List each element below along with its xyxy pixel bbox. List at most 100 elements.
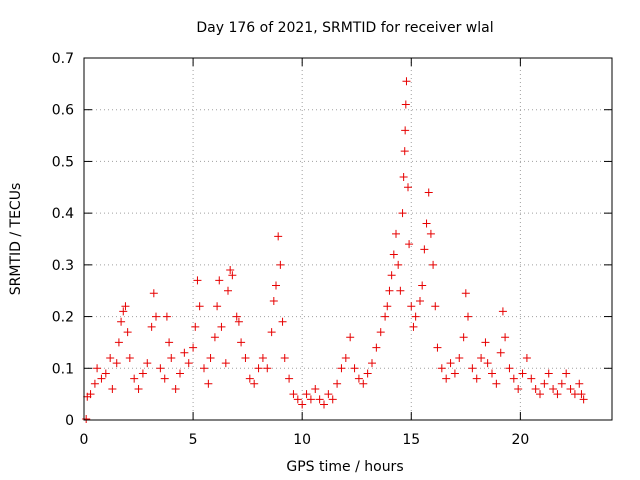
data-point [505, 364, 514, 373]
data-point [392, 229, 400, 238]
data-point [549, 384, 558, 393]
data-point [293, 395, 302, 404]
data-point [147, 322, 156, 331]
data-point [333, 379, 342, 388]
data-point [245, 374, 254, 383]
data-point [401, 126, 410, 135]
data-point [527, 374, 536, 383]
data-point [167, 353, 176, 362]
data-point [189, 343, 198, 352]
data-point [195, 302, 204, 311]
data-point [522, 353, 531, 362]
data-point [320, 400, 328, 409]
data-point [228, 271, 237, 280]
data-point [381, 312, 390, 321]
data-point [346, 333, 355, 342]
data-point [121, 302, 130, 311]
data-point [409, 322, 418, 331]
data-point [234, 317, 243, 326]
data-point [165, 338, 174, 347]
data-point [254, 364, 263, 373]
data-point [350, 364, 359, 373]
data-point [193, 276, 202, 285]
data-point [498, 307, 507, 316]
data-point [464, 312, 472, 321]
data-point [119, 307, 128, 316]
y-tick-label: 0.2 [52, 310, 74, 326]
data-point [162, 312, 171, 321]
data-point [540, 379, 549, 388]
data-point [437, 364, 446, 373]
chart-title: Day 176 of 2021, SRMTID for receiver wla… [196, 20, 493, 36]
data-point [544, 369, 553, 378]
data-point [106, 353, 115, 362]
data-point [461, 289, 470, 298]
data-point [298, 400, 307, 409]
y-tick-label: 0.4 [52, 206, 74, 222]
x-tick-label: 20 [511, 432, 529, 448]
data-point [501, 333, 510, 342]
data-point [488, 369, 496, 378]
data-point [258, 353, 267, 362]
data-point [575, 379, 584, 388]
data-point [420, 245, 429, 254]
grid-lines [84, 58, 612, 420]
data-point [263, 364, 272, 373]
data-point [130, 374, 139, 383]
data-point [531, 384, 540, 393]
data-point [176, 369, 184, 378]
data-point [401, 100, 410, 109]
data-point [210, 333, 219, 342]
data-point [274, 232, 283, 241]
data-point [426, 229, 435, 238]
y-axis-label: SRMTID / TECUs [8, 183, 24, 296]
data-point [492, 379, 501, 388]
data-point [418, 281, 427, 290]
data-point [215, 276, 224, 285]
data-point [328, 395, 337, 404]
data-point [387, 271, 396, 280]
x-axis-label: GPS time / hours [286, 459, 403, 475]
data-point [160, 374, 169, 383]
y-tick-label: 0.7 [52, 51, 74, 67]
data-point [114, 338, 123, 347]
data-point [509, 374, 518, 383]
data-point [404, 183, 412, 192]
y-tick-label: 0 [65, 413, 74, 429]
data-point [213, 302, 222, 311]
data-point [206, 353, 215, 362]
data-point [455, 353, 464, 362]
data-point [557, 379, 566, 388]
data-point [389, 250, 398, 259]
data-point [359, 379, 368, 388]
plot-frame [83, 57, 613, 421]
data-point [483, 359, 492, 368]
data-point [400, 147, 409, 156]
data-point [514, 384, 523, 393]
data-point [477, 353, 486, 362]
data-point [394, 260, 403, 269]
data-point [272, 281, 280, 290]
data-point [86, 390, 95, 399]
data-point [341, 353, 350, 362]
data-point [398, 209, 407, 218]
data-point [232, 312, 241, 321]
data-point [468, 364, 477, 373]
data-point [577, 390, 586, 399]
axis-ticks: 0 0.1 0.2 0.3 0.4 0.5 0.6 0.7 0 5 10 15 20 [52, 51, 612, 448]
data-point [424, 188, 433, 197]
data-point [385, 286, 394, 295]
y-tick-label: 0.5 [52, 154, 74, 170]
data-point [407, 302, 416, 311]
data-point [125, 353, 134, 362]
data-point [429, 260, 438, 269]
data-point [579, 395, 588, 404]
data-point [224, 286, 232, 295]
data-point [411, 312, 420, 321]
data-point [306, 395, 315, 404]
data-point [149, 289, 158, 298]
data-point [399, 172, 408, 181]
x-tick-label: 0 [80, 432, 89, 448]
